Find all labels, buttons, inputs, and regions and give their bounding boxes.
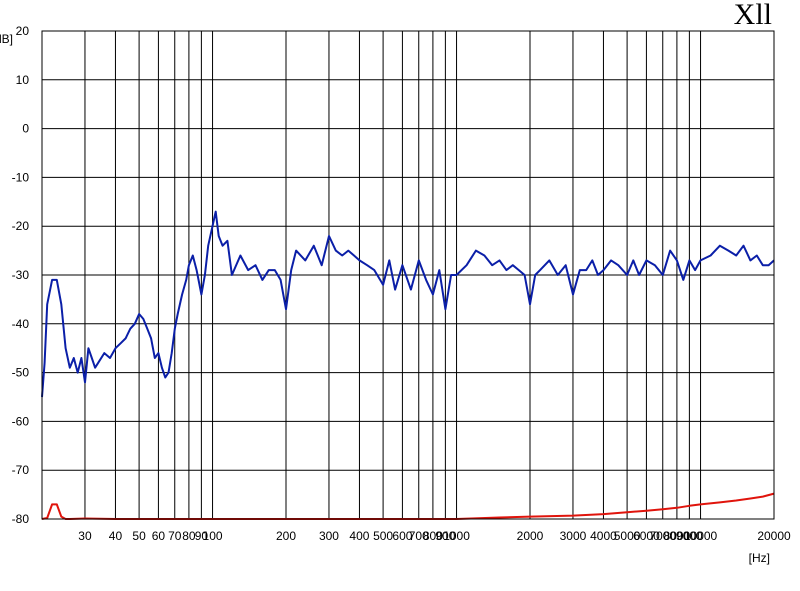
- x-tick-label: 300: [319, 529, 339, 543]
- y-tick-label: -50: [12, 366, 30, 380]
- x-tick-label: 5000: [614, 529, 641, 543]
- x-tick-label: 1000: [443, 529, 470, 543]
- x-axis-label: [Hz]: [749, 551, 770, 565]
- x-tick-label: 6000: [633, 529, 660, 543]
- series-line-1: [41, 210, 775, 398]
- y-tick-label: -10: [12, 170, 30, 184]
- x-tick-label: 200: [276, 529, 296, 543]
- x-tick-label: 800: [423, 529, 443, 543]
- y-tick-label: 0: [22, 122, 29, 136]
- y-tick-label: 10: [16, 73, 30, 87]
- x-tick-label: 400: [349, 529, 369, 543]
- y-tick-label: -20: [12, 219, 30, 233]
- plot-frame: [41, 30, 775, 520]
- x-tick-label: 2000: [517, 529, 544, 543]
- x-tick-label: 500: [373, 529, 393, 543]
- x-tick-label: 4000: [590, 529, 617, 543]
- x-tick-label: 9000: [676, 529, 703, 543]
- x-tick-label: 80: [182, 529, 196, 543]
- y-tick-label: 20: [16, 24, 30, 38]
- x-tick-label: 20000: [757, 529, 791, 543]
- x-tick-label: 30: [78, 529, 92, 543]
- y-tick-labels: -80 -70 -60 -50 -40 -30 -20 -10 0 10 20: [12, 24, 30, 526]
- x-tick-label: 700: [409, 529, 429, 543]
- x-tick-label: 100: [203, 529, 223, 543]
- corner-label: Xll: [734, 0, 772, 31]
- x-tick-label: 7000: [649, 529, 676, 543]
- y-axis-label: [dB]: [0, 32, 13, 46]
- x-tick-label: 8000: [664, 529, 691, 543]
- y-tick-label: -80: [12, 512, 30, 526]
- x-tick-label: 10000: [684, 529, 718, 543]
- y-tick-label: -70: [12, 463, 30, 477]
- x-tick-label: 60: [152, 529, 166, 543]
- y-tick-label: -40: [12, 317, 30, 331]
- x-tick-label: 600: [392, 529, 412, 543]
- y-tick-label: -30: [12, 268, 30, 282]
- x-tick-label: 3000: [560, 529, 587, 543]
- x-tick-label: 70: [168, 529, 182, 543]
- x-tick-label: 50: [132, 529, 146, 543]
- x-tick-label: 40: [109, 529, 123, 543]
- x-tick-label: 90: [195, 529, 209, 543]
- y-tick-label: -60: [12, 414, 30, 428]
- x-tick-label: 900: [435, 529, 455, 543]
